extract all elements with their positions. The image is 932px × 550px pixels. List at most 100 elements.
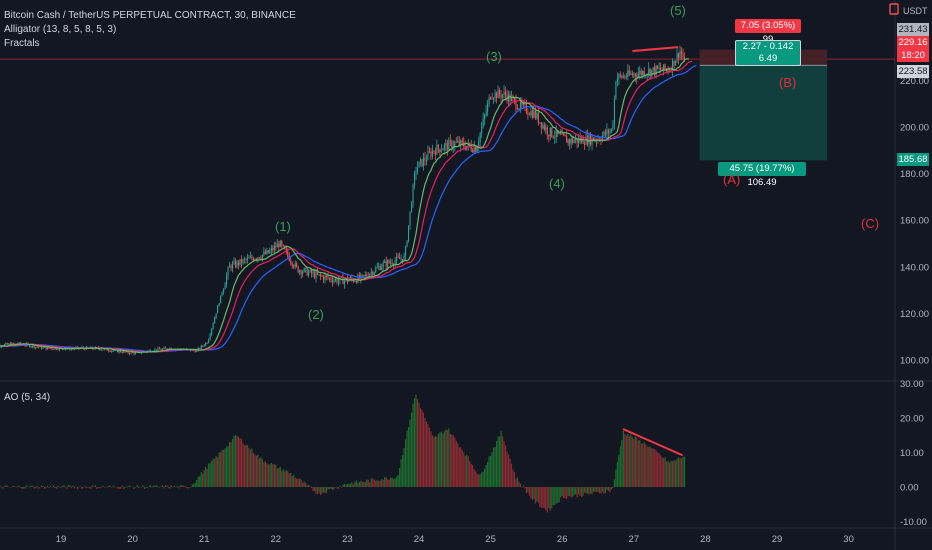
- ao-bar: [3, 486, 5, 487]
- fractals-indicator-label[interactable]: Fractals: [4, 38, 40, 49]
- candle-body: [442, 149, 444, 151]
- ao-bar: [470, 463, 472, 487]
- candle-body: [657, 65, 659, 69]
- ao-bar: [123, 487, 125, 489]
- ao-bar: [345, 484, 347, 487]
- ao-bar: [451, 434, 453, 487]
- ao-bar: [366, 479, 368, 487]
- candle-body: [655, 65, 657, 75]
- ao-bar: [261, 459, 263, 487]
- candle-body: [237, 261, 240, 266]
- ao-bar: [657, 452, 659, 487]
- ao-bar: [407, 427, 410, 487]
- ao-bar: [66, 487, 68, 489]
- ao-bar: [90, 487, 92, 489]
- candle-body: [675, 60, 677, 66]
- chart-legend: Bitcoin Cash / TetherUS PERPETUAL CONTRA…: [4, 9, 296, 51]
- candle-body: [327, 276, 329, 279]
- ao-bar: [82, 487, 84, 488]
- candle-body: [367, 276, 369, 278]
- candle-body: [370, 272, 372, 275]
- ao-bar: [39, 487, 41, 488]
- alligator-indicator-label[interactable]: Alligator (13, 8, 5, 8, 5, 3): [4, 24, 117, 35]
- candle-body: [551, 127, 553, 137]
- symbol-title[interactable]: Bitcoin Cash / TetherUS PERPETUAL CONTRA…: [4, 10, 296, 21]
- wave-c-label[interactable]: (C): [861, 216, 880, 231]
- price-tick-label: 140.00: [900, 262, 929, 273]
- ao-bar: [636, 437, 638, 487]
- candle-body: [302, 271, 304, 275]
- price-divergence-line: [632, 46, 679, 53]
- candle-body: [306, 268, 308, 276]
- wave-4-label[interactable]: (4): [549, 176, 565, 191]
- candle-body: [266, 250, 268, 254]
- ao-bar: [255, 455, 258, 487]
- ao-bar: [26, 485, 28, 487]
- candle-body: [437, 144, 439, 150]
- ao-bar: [393, 479, 395, 487]
- ao-bar: [615, 469, 617, 487]
- candle-body: [606, 129, 608, 135]
- ao-bar: [288, 473, 290, 487]
- ao-bar: [69, 485, 71, 487]
- candle-body: [217, 306, 219, 314]
- ao-bar: [203, 470, 205, 487]
- ao-bar: [680, 458, 683, 487]
- take-profit-label[interactable]: 45.75 (19.77%) 106.49: [718, 162, 806, 188]
- ao-bar: [460, 447, 462, 487]
- ao-bar: [181, 485, 183, 487]
- candle-body: [333, 280, 335, 283]
- ao-bar: [143, 487, 146, 489]
- alert-clock-icon[interactable]: [888, 2, 900, 16]
- ao-bar: [187, 487, 189, 489]
- ao-bar: [674, 460, 677, 487]
- candle-body: [485, 111, 487, 116]
- ao-bar: [331, 487, 334, 490]
- ao-bar: [434, 436, 437, 487]
- candle-body: [564, 135, 566, 137]
- ao-bar: [108, 485, 110, 487]
- ao-bar: [23, 487, 25, 489]
- wave-2-label[interactable]: (2): [308, 307, 324, 322]
- wave-5-label[interactable]: (5): [670, 3, 686, 18]
- wave-a-label[interactable]: (A): [723, 172, 741, 187]
- ao-bar: [467, 456, 469, 487]
- price-tick-label: 180.00: [900, 169, 929, 180]
- candle-body: [494, 92, 496, 99]
- ao-bar: [567, 487, 569, 497]
- stop-loss-label[interactable]: 7.05 (3.05%) 99: [735, 19, 801, 45]
- candle-body: [382, 262, 384, 268]
- ao-bar: [379, 480, 381, 487]
- ao-bar: [616, 461, 618, 487]
- wave-3-label[interactable]: (3): [486, 49, 502, 64]
- risk-reward-label[interactable]: 2.27 - 0.142 6.49: [735, 40, 801, 66]
- candle-body: [11, 343, 13, 346]
- ao-indicator-label[interactable]: AO (5, 34): [4, 392, 51, 403]
- ao-bar: [33, 487, 35, 489]
- wave-1-label[interactable]: (1): [275, 219, 291, 234]
- candle-body: [208, 339, 210, 344]
- ao-bar: [48, 487, 50, 488]
- ao-bar: [645, 444, 647, 487]
- ao-bar: [537, 487, 539, 503]
- candle-body: [403, 255, 405, 262]
- candle-body: [309, 270, 311, 273]
- candle-body: [469, 142, 471, 146]
- ao-bar: [666, 461, 668, 487]
- ao-bar: [579, 487, 581, 497]
- ao-bar: [275, 464, 277, 487]
- ao-bar: [73, 487, 76, 489]
- ao-bar: [373, 479, 375, 487]
- ao-bar: [299, 478, 301, 487]
- ao-bar: [528, 487, 530, 496]
- ao-bar: [534, 487, 536, 504]
- wave-b-label[interactable]: (B): [779, 75, 797, 90]
- ao-bar: [133, 487, 135, 489]
- candle-body: [555, 130, 557, 137]
- ao-bar: [79, 486, 81, 488]
- ao-bar: [549, 487, 551, 511]
- ao-bar: [475, 471, 477, 487]
- ao-bar: [455, 440, 457, 487]
- ao-bar: [370, 478, 372, 487]
